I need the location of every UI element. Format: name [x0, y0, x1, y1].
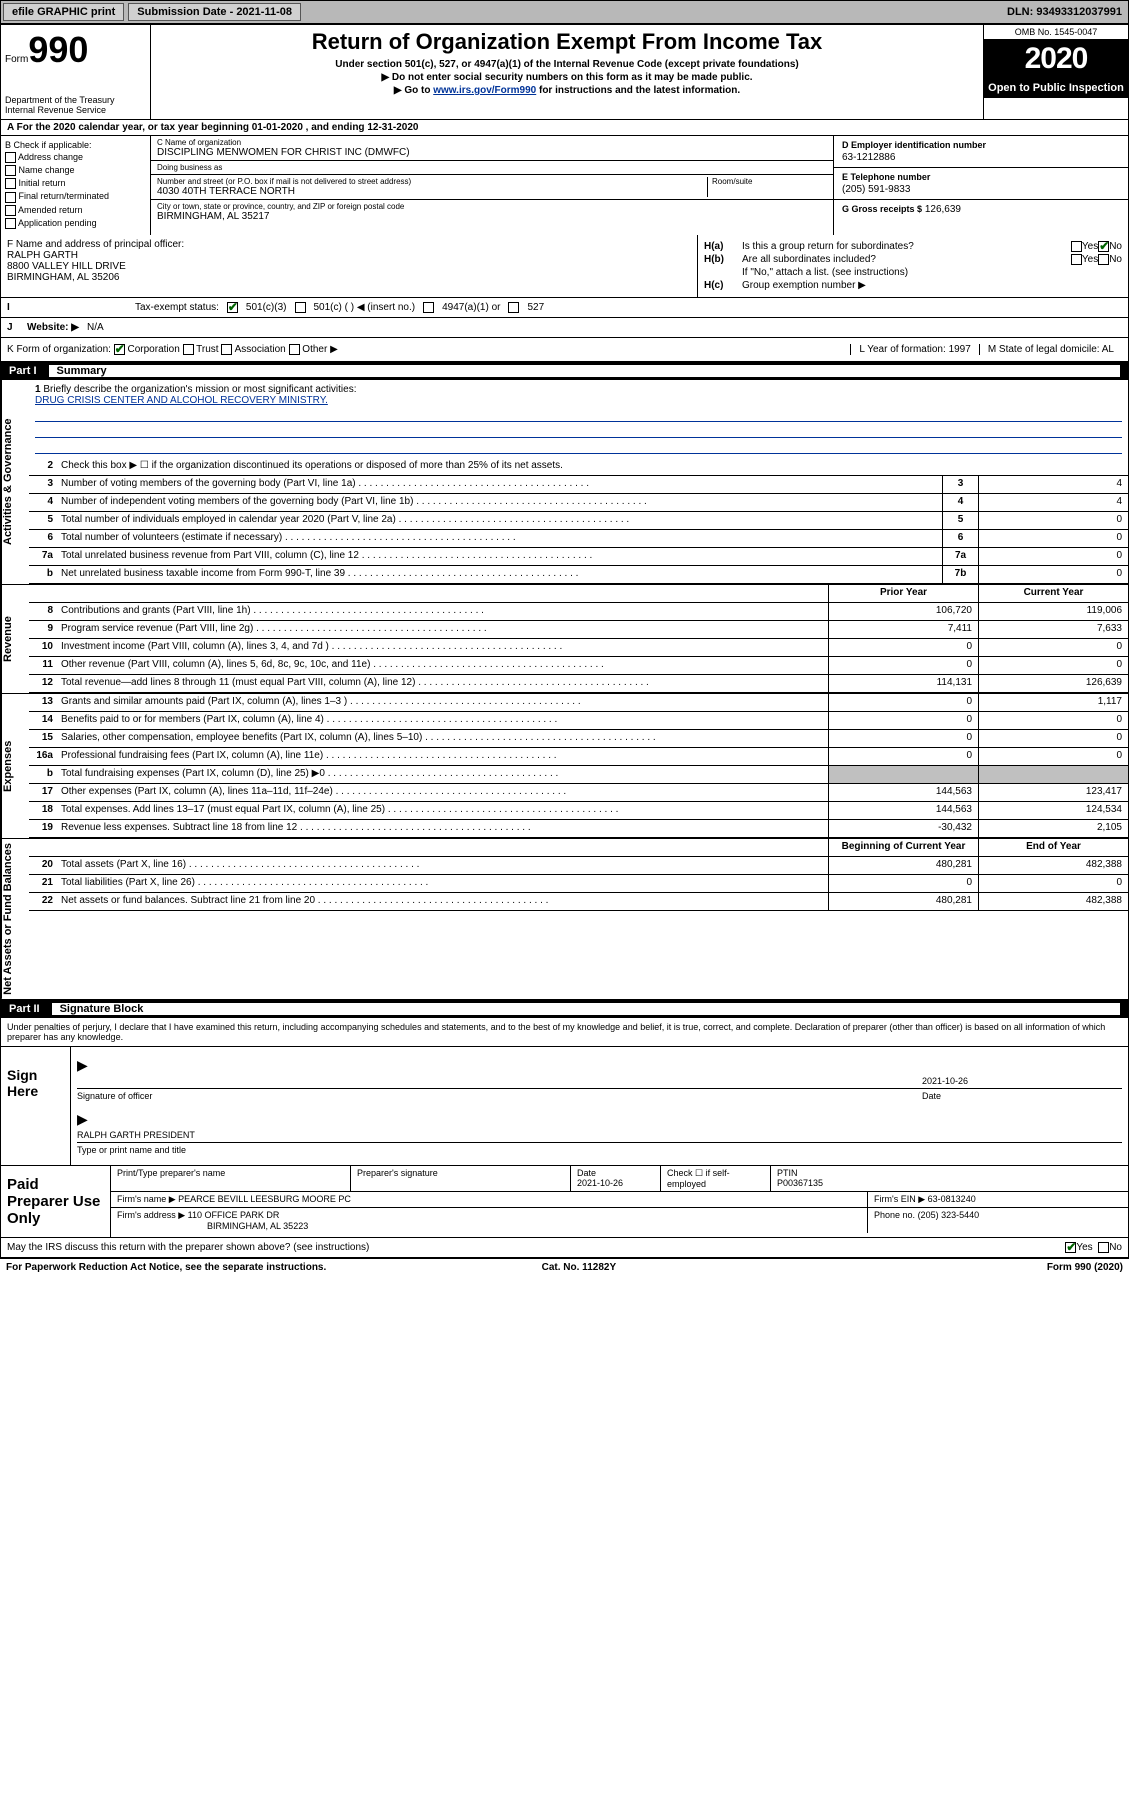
checkbox-discuss-no[interactable] — [1098, 1242, 1109, 1253]
table-row: 9Program service revenue (Part VIII, lin… — [29, 621, 1128, 639]
checkbox-assoc[interactable] — [221, 344, 232, 355]
mission-text[interactable]: DRUG CRISIS CENTER AND ALCOHOL RECOVERY … — [35, 395, 328, 406]
sign-here: Sign Here ▶ 2021-10-26 Signature of offi… — [1, 1046, 1128, 1166]
vtab-netassets: Net Assets or Fund Balances — [1, 839, 29, 999]
table-row: 14Benefits paid to or for members (Part … — [29, 712, 1128, 730]
checkbox-discuss-yes[interactable] — [1065, 1242, 1076, 1253]
table-row: 10Investment income (Part VIII, column (… — [29, 639, 1128, 657]
table-row: 16aProfessional fundraising fees (Part I… — [29, 748, 1128, 766]
checkbox-501c[interactable] — [295, 302, 306, 313]
table-row: 5Total number of individuals employed in… — [29, 512, 1128, 530]
line-1: 1 Briefly describe the organization's mi… — [29, 380, 1128, 458]
part-2-header: Part IISignature Block — [1, 1000, 1128, 1018]
checkbox-pending[interactable] — [5, 218, 16, 229]
checkbox-501c3[interactable] — [227, 302, 238, 313]
checkbox-address-change[interactable] — [5, 152, 16, 163]
section-e: E Telephone number(205) 591-9833 — [834, 168, 1128, 200]
section-i: ITax-exempt status: 501(c)(3) 501(c) ( )… — [1, 298, 1128, 318]
section-f: F Name and address of principal officer:… — [1, 235, 698, 297]
section-k: K Form of organization: Corporation Trus… — [7, 344, 338, 355]
checkbox-amended[interactable] — [5, 205, 16, 216]
open-to-public: Open to Public Inspection — [984, 78, 1128, 98]
checkbox-hb-no[interactable] — [1098, 254, 1109, 265]
line-a: A For the 2020 calendar year, or tax yea… — [1, 120, 1128, 136]
checkbox-name-change[interactable] — [5, 165, 16, 176]
checkbox-hb-yes[interactable] — [1071, 254, 1082, 265]
vtab-activities: Activities & Governance — [1, 380, 29, 584]
subtitle-3: ▶ Go to www.irs.gov/Form990 for instruct… — [155, 85, 979, 96]
section-d: D Employer identification number63-12128… — [834, 136, 1128, 168]
discuss-row: May the IRS discuss this return with the… — [1, 1238, 1128, 1258]
checkbox-final-return[interactable] — [5, 192, 16, 203]
table-row: 20Total assets (Part X, line 16)480,2814… — [29, 857, 1128, 875]
checkbox-527[interactable] — [508, 302, 519, 313]
form-header: Form990 Department of the Treasury Inter… — [1, 25, 1128, 120]
form-frame: Form990 Department of the Treasury Inter… — [0, 24, 1129, 1259]
checkbox-corp[interactable] — [114, 344, 125, 355]
tax-year: 2020 — [986, 42, 1126, 76]
table-row: bNet unrelated business taxable income f… — [29, 566, 1128, 584]
form-number: 990 — [28, 29, 88, 70]
penalty-text: Under penalties of perjury, I declare th… — [1, 1018, 1128, 1046]
instructions-link[interactable]: www.irs.gov/Form990 — [433, 85, 536, 96]
checkbox-ha-yes[interactable] — [1071, 241, 1082, 252]
section-l: L Year of formation: 1997 — [850, 344, 978, 355]
table-row: bTotal fundraising expenses (Part IX, co… — [29, 766, 1128, 784]
checkbox-other[interactable] — [289, 344, 300, 355]
section-m: M State of legal domicile: AL — [979, 344, 1122, 355]
page-footer: For Paperwork Reduction Act Notice, see … — [0, 1259, 1129, 1276]
table-row: 12Total revenue—add lines 8 through 11 (… — [29, 675, 1128, 693]
checkbox-initial-return[interactable] — [5, 178, 16, 189]
vtab-revenue: Revenue — [1, 585, 29, 693]
top-bar: efile GRAPHIC print Submission Date - 20… — [0, 0, 1129, 24]
table-row: 6Total number of volunteers (estimate if… — [29, 530, 1128, 548]
officer-name: RALPH GARTH PRESIDENT — [77, 1130, 195, 1140]
department: Department of the Treasury Internal Reve… — [5, 95, 146, 115]
checkbox-trust[interactable] — [183, 344, 194, 355]
section-j: JWebsite: ▶ N/A — [1, 318, 1128, 338]
part-1-header: Part ISummary — [1, 362, 1128, 380]
omb-number: OMB No. 1545-0047 — [984, 25, 1128, 40]
dln: DLN: 93493312037991 — [1007, 6, 1126, 18]
table-row: 21Total liabilities (Part X, line 26)00 — [29, 875, 1128, 893]
table-row: 22Net assets or fund balances. Subtract … — [29, 893, 1128, 911]
table-row: 8Contributions and grants (Part VIII, li… — [29, 603, 1128, 621]
section-c: C Name of organizationDISCIPLING MENWOME… — [151, 136, 833, 235]
vtab-expenses: Expenses — [1, 694, 29, 838]
table-row: 4Number of independent voting members of… — [29, 494, 1128, 512]
efile-button[interactable]: efile GRAPHIC print — [3, 3, 124, 21]
section-g: G Gross receipts $ 126,639 — [834, 200, 1128, 219]
section-h: H(a)Is this a group return for subordina… — [698, 235, 1128, 297]
table-row: 15Salaries, other compensation, employee… — [29, 730, 1128, 748]
table-row: 18Total expenses. Add lines 13–17 (must … — [29, 802, 1128, 820]
table-row: 3Number of voting members of the governi… — [29, 476, 1128, 494]
form-title: Return of Organization Exempt From Incom… — [155, 29, 979, 55]
table-row: 11Other revenue (Part VIII, column (A), … — [29, 657, 1128, 675]
table-row: 7aTotal unrelated business revenue from … — [29, 548, 1128, 566]
subtitle-2: ▶ Do not enter social security numbers o… — [155, 72, 979, 83]
section-b: B Check if applicable: Address change Na… — [1, 136, 151, 235]
table-row: 13Grants and similar amounts paid (Part … — [29, 694, 1128, 712]
checkbox-ha-no[interactable] — [1098, 241, 1109, 252]
checkbox-4947[interactable] — [423, 302, 434, 313]
table-row: 17Other expenses (Part IX, column (A), l… — [29, 784, 1128, 802]
table-row: 19Revenue less expenses. Subtract line 1… — [29, 820, 1128, 838]
paid-preparer: Paid Preparer Use Only Print/Type prepar… — [1, 1166, 1128, 1238]
form-prefix: Form — [5, 54, 28, 65]
subtitle-1: Under section 501(c), 527, or 4947(a)(1)… — [155, 59, 979, 70]
submission-date: Submission Date - 2021-11-08 — [128, 3, 301, 21]
